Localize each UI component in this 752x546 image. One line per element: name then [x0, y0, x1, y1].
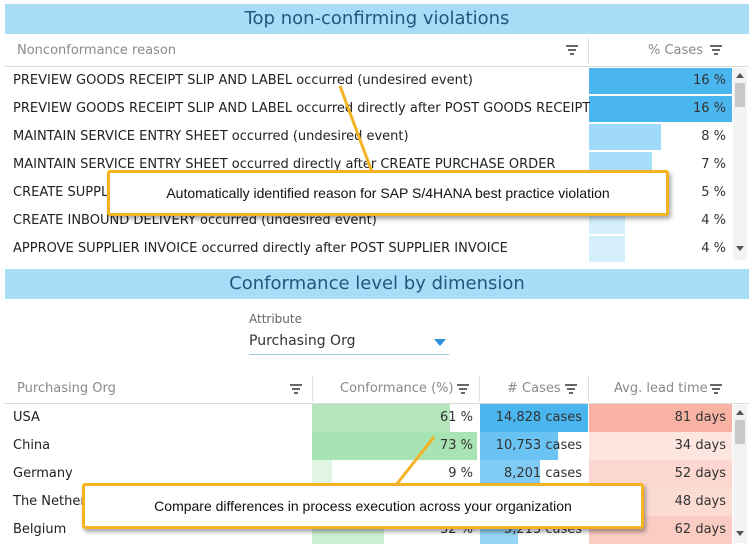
org-cell: China	[13, 438, 51, 453]
filter-icon[interactable]	[290, 384, 302, 394]
org-cell: Belgium	[13, 522, 67, 537]
scroll-up-icon[interactable]	[736, 73, 744, 78]
scroll-thumb[interactable]	[735, 83, 745, 107]
reason-cell: PREVIEW GOODS RECEIPT SLIP AND LABEL occ…	[13, 73, 474, 88]
pct-cell: 8 %	[701, 129, 726, 144]
reason-cell: CREATE SUPPLIER	[13, 185, 130, 200]
attribute-dropdown[interactable]: Purchasing Org	[249, 330, 449, 355]
lead-time-value: 62 days	[674, 522, 726, 537]
cases-value: 8,201 cases	[503, 466, 582, 481]
reason-cell: PREVIEW GOODS RECEIPT SLIP AND LABEL occ…	[13, 101, 591, 116]
conformance-value: 73 %	[439, 438, 473, 453]
col-header-reason: Nonconformance reason	[17, 43, 177, 58]
conformance-value: 9 %	[448, 466, 473, 481]
pct-bar	[589, 68, 732, 94]
org-cell: The Nether	[13, 494, 86, 509]
chevron-down-icon[interactable]	[434, 339, 446, 346]
col-header-pct-cases: % Cases	[648, 43, 704, 58]
pct-cell: 4 %	[701, 213, 726, 228]
filter-icon[interactable]	[566, 45, 578, 55]
table-row[interactable]: MAINTAIN SERVICE ENTRY SHEET occurred (u…	[5, 123, 732, 151]
callout-violation-reason: Automatically identified reason for SAP …	[107, 170, 669, 216]
table-row[interactable]: PREVIEW GOODS RECEIPT SLIP AND LABEL occ…	[5, 95, 732, 123]
pct-cell: 7 %	[701, 157, 726, 172]
lead-time-bar	[589, 404, 732, 432]
scroll-up-icon[interactable]	[736, 410, 744, 415]
lead-time-value: 34 days	[674, 438, 726, 453]
pct-cell: 16 %	[692, 73, 726, 88]
conformance-title: Conformance level by dimension	[5, 269, 749, 299]
cases-bar	[480, 404, 588, 432]
cases-bar	[480, 432, 559, 460]
pct-bar	[589, 96, 732, 122]
table-row[interactable]: CREATE INBOUND DELIVERY occurred (undesi…	[5, 207, 732, 235]
conformance-scrollbar[interactable]	[733, 405, 747, 543]
lead-time-value: 52 days	[674, 466, 726, 481]
reason-cell: MAINTAIN SERVICE ENTRY SHEET occurred di…	[13, 157, 556, 172]
col-header-lead-time: Avg. lead time	[614, 381, 708, 396]
lead-time-bar	[589, 432, 732, 460]
org-cell: Germany	[13, 466, 73, 481]
conformance-value: 61 %	[439, 410, 473, 425]
filter-icon[interactable]	[457, 384, 469, 394]
org-cell: USA	[13, 410, 40, 425]
violations-title: Top non-confirming violations	[5, 4, 749, 34]
table-row[interactable]: China 73 % 10,753 cases 34 days	[5, 432, 732, 460]
scroll-thumb[interactable]	[735, 420, 745, 444]
callout-compare-execution: Compare differences in process execution…	[82, 483, 644, 529]
scroll-down-icon[interactable]	[736, 531, 744, 536]
conformance-cell: 9 %	[312, 460, 479, 488]
col-header-org: Purchasing Org	[17, 381, 116, 396]
filter-icon[interactable]	[710, 45, 722, 55]
table-row[interactable]: APPROVE SUPPLIER INVOICE occurred direct…	[5, 235, 732, 263]
lead-time-value: 48 days	[674, 494, 726, 509]
conformance-cell: 73 %	[312, 432, 479, 460]
cases-cell: 10,753 cases	[480, 432, 588, 460]
pct-cell: 16 %	[692, 101, 726, 116]
pct-bar	[589, 124, 661, 150]
pct-bar	[589, 236, 625, 262]
pct-cell: 4 %	[701, 241, 726, 256]
table-row[interactable]: USA 61 % 14,828 cases 81 days	[5, 404, 732, 432]
cases-value: 14,828 cases	[495, 410, 582, 425]
cases-cell: 14,828 cases	[480, 404, 588, 432]
reason-cell: MAINTAIN SERVICE ENTRY SHEET occurred (u…	[13, 129, 409, 144]
violations-scrollbar[interactable]	[733, 68, 747, 260]
conformance-cell: 61 %	[312, 404, 479, 432]
lead-time-value: 81 days	[674, 410, 726, 425]
lead-time-cell: 81 days	[589, 404, 732, 432]
reason-cell: CREATE INBOUND DELIVERY occurred (undesi…	[13, 213, 377, 228]
col-header-conformance: Conformance (%)	[340, 381, 454, 396]
attribute-label: Attribute	[249, 312, 302, 326]
col-header-cases: # Cases	[507, 381, 561, 396]
attribute-selected-value: Purchasing Org	[249, 333, 356, 349]
filter-icon[interactable]	[565, 384, 577, 394]
cases-value: 10,753 cases	[495, 438, 582, 453]
table-row[interactable]: PREVIEW GOODS RECEIPT SLIP AND LABEL occ…	[5, 67, 732, 95]
scroll-down-icon[interactable]	[736, 246, 744, 251]
filter-icon[interactable]	[710, 384, 722, 394]
conformance-bar	[312, 404, 450, 432]
pct-cell: 5 %	[701, 185, 726, 200]
conformance-bar	[312, 432, 477, 460]
conformance-bar	[312, 460, 333, 488]
reason-cell: APPROVE SUPPLIER INVOICE occurred direct…	[13, 241, 508, 256]
lead-time-cell: 34 days	[589, 432, 732, 460]
